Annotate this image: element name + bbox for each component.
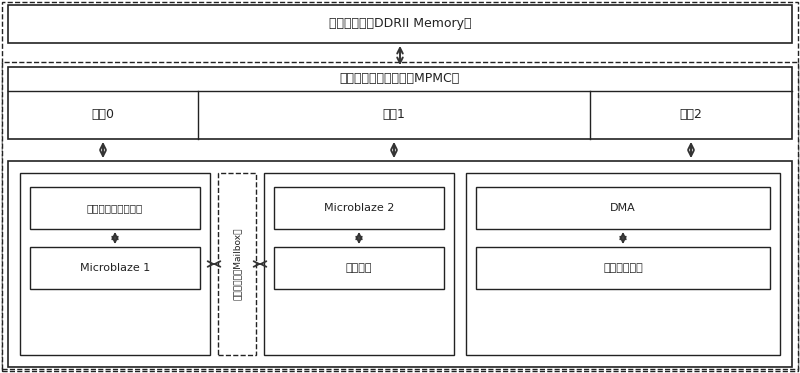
Text: 端口2: 端口2 [679,109,702,122]
Text: Microblaze 2: Microblaze 2 [324,203,394,213]
Bar [20,173,210,355]
Bar [476,187,770,229]
Text: Microblaze 1: Microblaze 1 [80,263,150,273]
Text: 端口1: 端口1 [382,109,406,122]
Text: DMA: DMA [610,203,636,213]
Text: 端口0: 端口0 [91,109,114,122]
Bar [8,5,792,43]
Bar [264,173,454,355]
Text: 通讯接口: 通讯接口 [346,263,372,273]
Text: 显示输出模块: 显示输出模块 [603,263,643,273]
Bar [466,173,780,355]
Bar [8,161,792,367]
Text: 通讯管理器（Mailbox）: 通讯管理器（Mailbox） [233,228,242,300]
Bar [30,247,200,289]
Bar [218,173,256,355]
Text: 数据与地址总线接口: 数据与地址总线接口 [87,203,143,213]
Bar [30,187,200,229]
Text: 外部存储器（DDRII Memory）: 外部存储器（DDRII Memory） [329,18,471,31]
Text: 多端口存储器控制器（MPMC）: 多端口存储器控制器（MPMC） [340,72,460,85]
Bar [274,247,444,289]
Bar [8,67,792,139]
Bar [2,62,798,369]
Bar [476,247,770,289]
Bar [274,187,444,229]
